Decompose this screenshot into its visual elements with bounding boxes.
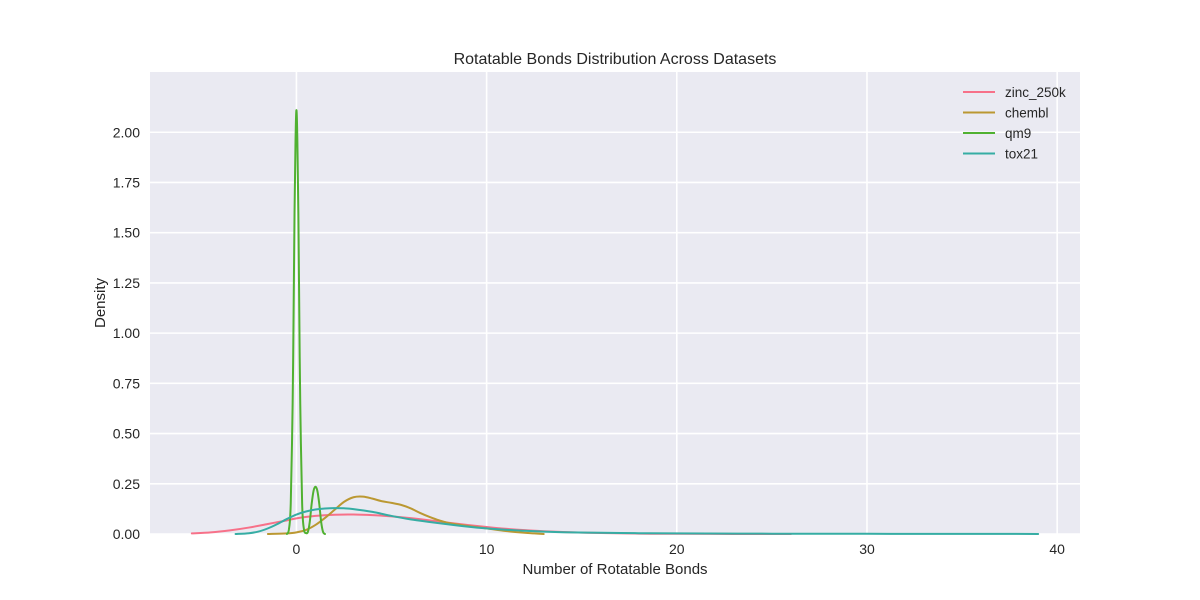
y-tick-label: 0.50 <box>113 426 140 442</box>
series-line-qm9 <box>285 109 326 535</box>
x-tick-label: 40 <box>1049 541 1065 557</box>
x-tick-label: 30 <box>859 541 875 557</box>
legend-label: chembl <box>1005 106 1049 121</box>
chart-title: Rotatable Bonds Distribution Across Data… <box>454 51 777 68</box>
y-tick-label: 1.50 <box>113 225 140 241</box>
x-tick-label: 10 <box>479 541 495 557</box>
plot-area <box>150 72 1080 534</box>
x-tick-label: 20 <box>669 541 685 557</box>
y-tick-label: 1.75 <box>113 174 140 190</box>
series-layer <box>190 109 1040 535</box>
legend-label: zinc_250k <box>1005 85 1066 100</box>
legend-label: tox21 <box>1005 147 1038 162</box>
x-tick-label: 0 <box>293 541 301 557</box>
y-tick-label: 0.25 <box>113 476 140 492</box>
y-axis-ticks: 0.00 0.25 0.50 0.75 1.00 1.25 1.50 1.75 2.00 <box>113 124 140 542</box>
x-axis-ticks: 0 10 20 30 40 <box>293 541 1066 557</box>
y-tick-label: 0.00 <box>113 526 140 542</box>
y-tick-label: 2.00 <box>113 124 140 140</box>
legend-label: qm9 <box>1005 126 1031 141</box>
y-axis-label: Density <box>92 277 109 328</box>
x-axis-label: Number of Rotatable Bonds <box>522 561 707 578</box>
y-tick-label: 0.75 <box>113 375 140 391</box>
y-tick-label: 1.00 <box>113 325 140 341</box>
series-line-tox21 <box>234 507 1040 535</box>
y-tick-label: 1.25 <box>113 275 140 291</box>
